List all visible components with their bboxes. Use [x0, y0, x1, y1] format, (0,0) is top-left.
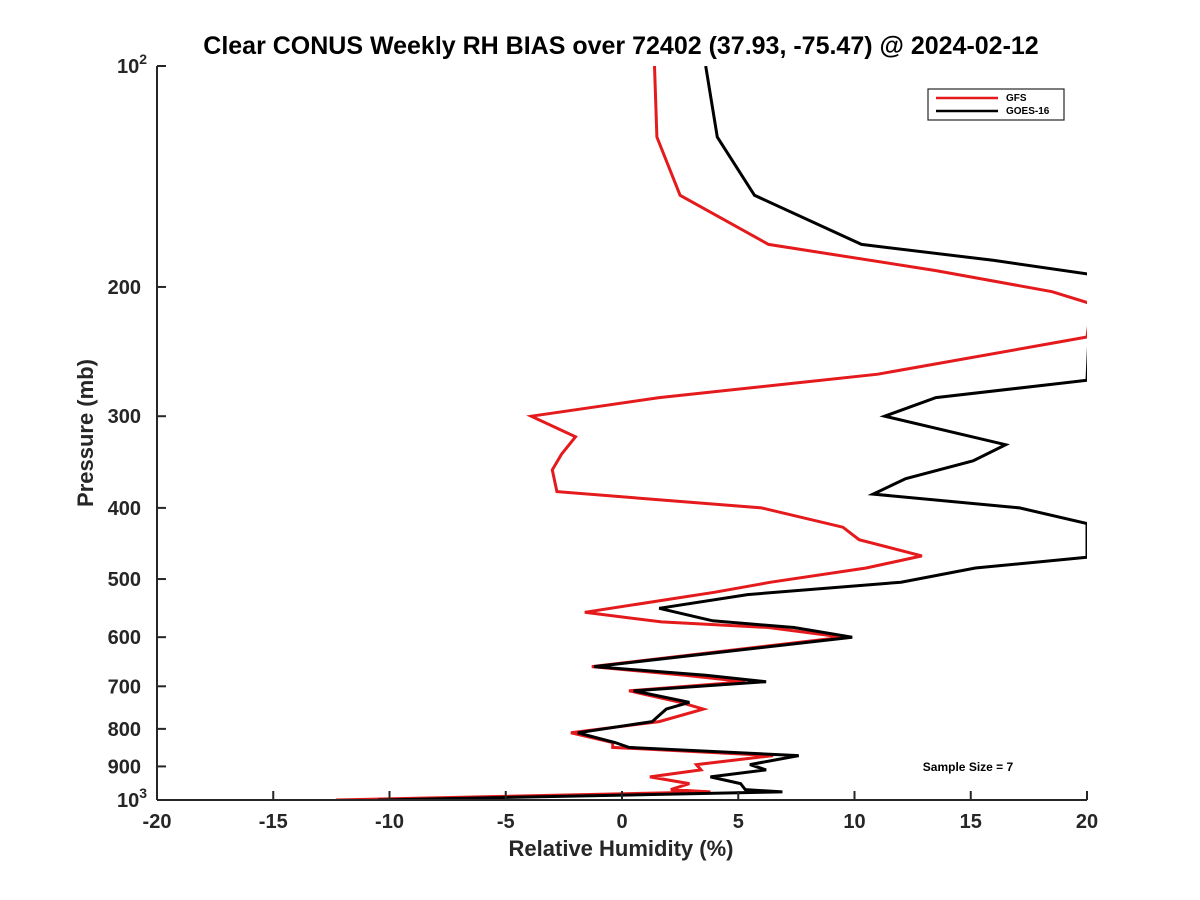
y-tick-label: 700	[108, 676, 141, 698]
x-tick-label: 0	[616, 811, 627, 833]
legend-box	[927, 88, 1065, 121]
y-tick-label: 800	[108, 719, 141, 741]
series-line-gfs	[335, 66, 1087, 800]
sample-size-annotation: Sample Size = 7	[923, 760, 1014, 774]
y-tick-label: 200	[108, 277, 141, 299]
y-tick-label: 900	[108, 756, 141, 778]
x-tick-label: 10	[843, 811, 865, 833]
series-layer	[335, 66, 1087, 800]
y-tick-label: 500	[108, 569, 141, 591]
x-tick-label: 15	[960, 811, 982, 833]
y-tick-label: 103	[117, 785, 147, 812]
x-tick-label: -15	[259, 811, 288, 833]
chart-title: Clear CONUS Weekly RH BIAS over 72402 (3…	[203, 32, 1038, 60]
x-tick-label: 5	[733, 811, 744, 833]
x-tick-label: -20	[143, 811, 172, 833]
y-tick-label: 400	[108, 498, 141, 520]
y-tick-label: 300	[108, 406, 141, 428]
legend-label-goes16: GOES-16	[1006, 106, 1050, 117]
y-tick-label: 600	[108, 627, 141, 649]
series-line-goes16	[377, 66, 1087, 800]
y-tick-label: 102	[117, 51, 147, 78]
legend: GFS GOES-16	[927, 88, 1065, 121]
x-axis-label: Relative Humidity (%)	[509, 836, 734, 861]
y-axis-label: Pressure (mb)	[73, 359, 98, 507]
axes-layer: -20 -15 -10 -5 0 5 10 15 20 102 200 300 400 500 600 700…	[108, 51, 1099, 833]
x-tick-label: 20	[1076, 811, 1098, 833]
x-tick-label: -5	[497, 811, 515, 833]
legend-label-gfs: GFS	[1006, 93, 1027, 104]
x-tick-label: -10	[375, 811, 404, 833]
